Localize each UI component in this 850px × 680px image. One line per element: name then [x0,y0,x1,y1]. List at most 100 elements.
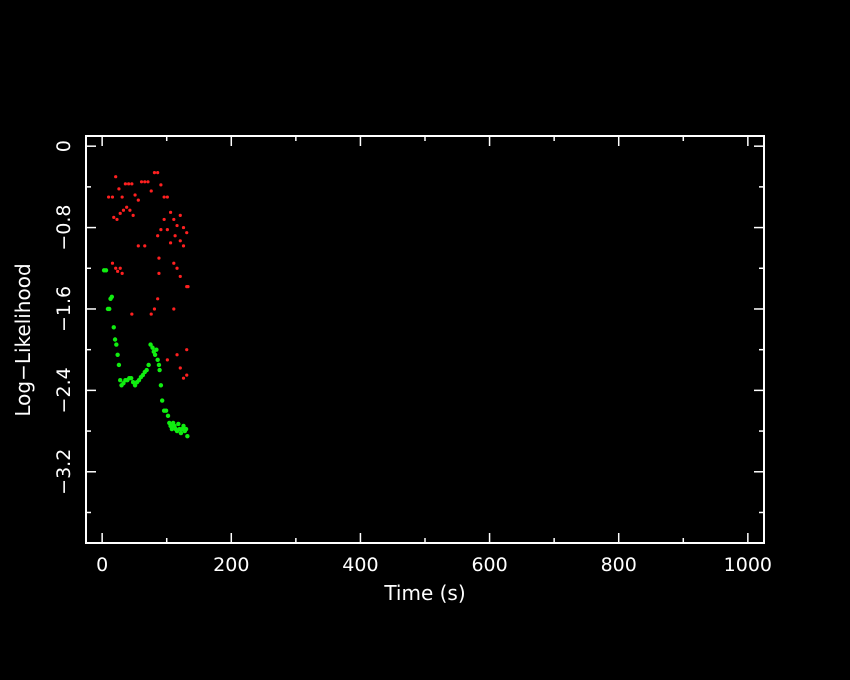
data-point [163,408,169,413]
data-point [120,195,124,199]
y-tick-label: −0.8 [53,205,75,251]
data-point [116,269,120,273]
data-point [112,215,116,219]
x-tick-label: 0 [96,554,108,576]
data-point [107,195,111,199]
data-point [115,352,120,357]
data-point [152,307,157,311]
data-point [144,367,149,373]
data-point [123,182,127,186]
data-point [139,180,144,184]
data-point [129,375,134,381]
data-point [175,223,179,228]
data-point [178,239,182,243]
data-point [158,383,164,388]
y-tick-label: −1.6 [53,286,75,332]
data-point [172,261,176,265]
axis-ticks [86,136,764,543]
data-point [146,180,150,184]
data-point [176,421,181,427]
data-point [143,180,147,184]
data-point [165,195,169,199]
data-point [165,413,171,419]
data-point [169,426,175,432]
data-points [101,171,190,439]
data-point [165,228,169,232]
data-point [181,225,186,230]
data-point [185,433,190,439]
data-point [118,266,122,270]
x-tick-label: 200 [213,554,249,576]
data-point [149,189,153,193]
data-point [112,337,118,342]
data-point [116,362,122,368]
data-point [185,231,189,235]
data-point [157,256,161,260]
data-point [150,345,155,350]
data-point [155,357,160,363]
data-point [178,366,182,370]
data-point [173,234,177,238]
data-point [130,182,134,186]
data-point [133,193,137,197]
data-point [109,294,115,299]
data-point [115,217,119,222]
data-point [178,213,182,217]
data-point [118,378,123,383]
data-point [121,208,126,212]
data-point [162,195,166,199]
x-tick-label: 600 [471,554,507,576]
data-point [181,244,186,248]
axis-tick-labels: 0 200 400 600 800 1000 0 −0.8 −1.6 −2.4 −3.2 [53,140,772,576]
x-axis-title: Time (s) [383,581,465,605]
data-point [152,171,157,175]
data-point [181,423,186,429]
data-point [178,430,184,436]
data-point [156,234,160,238]
data-point [152,352,158,357]
data-point [172,217,176,222]
data-point [111,325,116,330]
y-tick-label: −3.2 [53,449,75,495]
data-point [183,426,189,432]
data-point [159,398,165,403]
data-point [156,171,160,175]
data-point [175,353,179,357]
data-point [114,266,118,270]
data-point [107,306,112,312]
x-tick-label: 800 [601,554,637,576]
data-point [156,362,162,368]
data-point [156,297,160,301]
data-point [120,271,124,275]
data-point [172,307,176,311]
data-point [154,347,159,352]
data-point [168,241,173,245]
data-point [185,348,189,352]
data-point [127,182,131,186]
data-point [186,284,190,289]
data-point [178,274,182,279]
data-point [110,261,115,265]
data-point [103,268,109,273]
data-point [130,312,134,316]
plot-frame [85,135,765,544]
data-point [114,342,119,347]
data-point [125,205,129,209]
data-point [185,373,189,377]
data-point [118,211,122,215]
x-tick-label: 1000 [724,554,772,576]
data-point [149,312,153,316]
y-tick-label: 0 [53,140,75,152]
data-point [157,367,162,373]
data-point [110,195,115,199]
data-point [162,217,166,222]
data-point [117,187,121,191]
data-point [181,376,186,380]
data-point [136,244,140,248]
data-point [143,244,147,248]
data-point [159,183,163,187]
data-point [168,210,173,214]
x-tick-label: 400 [342,554,378,576]
data-point [128,208,132,212]
